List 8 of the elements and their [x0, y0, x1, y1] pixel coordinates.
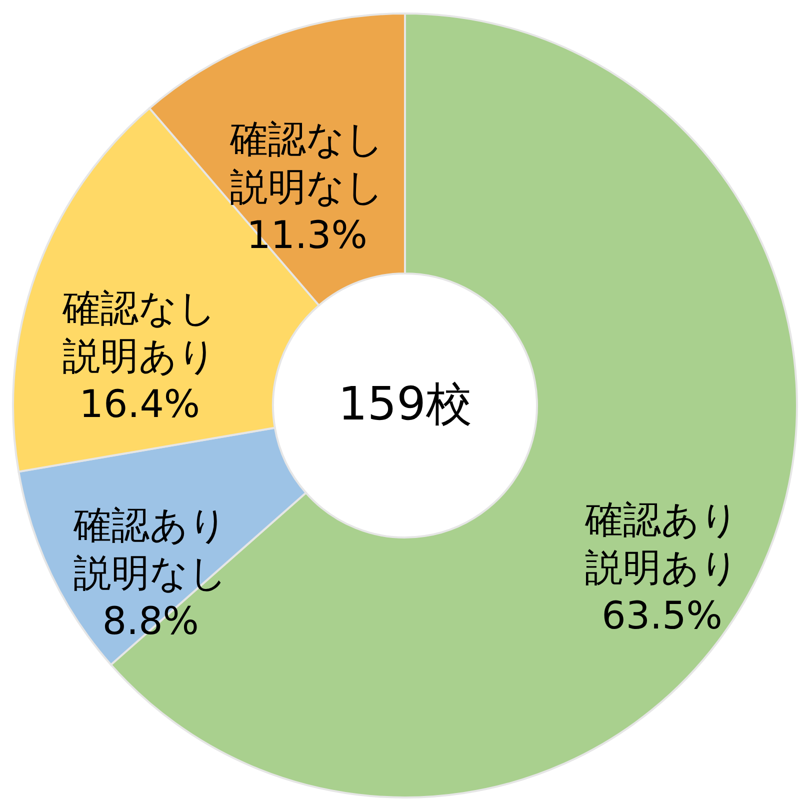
slice-label: 確認なし説明なし [228, 117, 384, 210]
data-label: 16.4% [79, 382, 200, 426]
data-label: 8.8% [102, 599, 199, 644]
data-label: 63.5% [602, 594, 722, 638]
text: 159校 [338, 376, 472, 430]
slice-label: 確認なし説明あり [62, 286, 217, 378]
slice-label: 確認あり説明なし [72, 503, 228, 596]
slice-label: 確認あり説明あり [584, 498, 740, 590]
